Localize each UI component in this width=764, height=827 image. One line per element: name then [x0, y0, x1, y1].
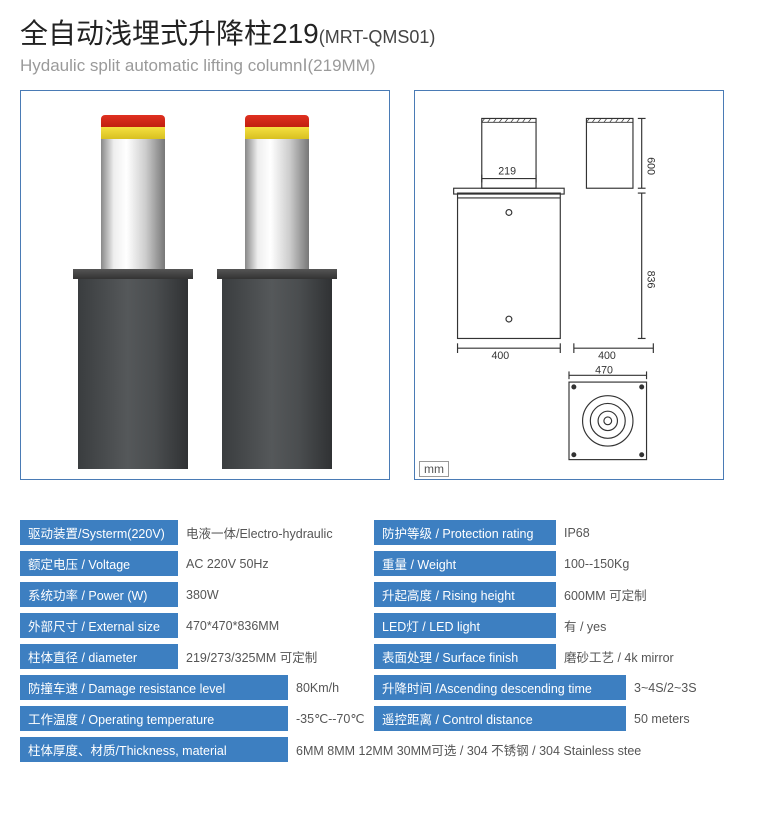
spec-label: 防撞车速 / Damage resistance level	[20, 675, 288, 700]
spec-value: 470*470*836MM	[178, 613, 368, 638]
spec-row: 外部尺寸 / External size470*470*836MMLED灯 / …	[20, 613, 744, 638]
spec-label: 遥控距离 / Control distance	[374, 706, 626, 731]
spec-cell: 柱体直径 / diameter219/273/325MM 可定制	[20, 644, 368, 669]
subtitle: Hydaulic split automatic lifting columnⅠ…	[20, 56, 744, 76]
spec-cell: 外部尺寸 / External size470*470*836MM	[20, 613, 368, 638]
spec-value: AC 220V 50Hz	[178, 551, 368, 576]
spec-cell: 防护等级 / Protection ratingIP68	[374, 520, 726, 545]
spec-value: -35℃--70℃	[288, 706, 368, 731]
spec-row: 工作温度 / Operating temperature-35℃--70℃遥控距…	[20, 706, 744, 731]
spec-value: 电液一体/Electro-hydraulic	[178, 520, 368, 545]
dim-600: 600	[645, 157, 657, 175]
spec-value: 磨砂工艺 / 4k mirror	[556, 644, 726, 669]
spec-label: 重量 / Weight	[374, 551, 556, 576]
spec-cell: 驱动装置/Systerm(220V)电液一体/Electro-hydraulic	[20, 520, 368, 545]
spec-label: 工作温度 / Operating temperature	[20, 706, 288, 731]
spec-row: 系统功率 / Power (W)380W升起高度 / Rising height…	[20, 582, 744, 607]
spec-label: 额定电压 / Voltage	[20, 551, 178, 576]
dim-400-right: 400	[598, 350, 616, 362]
spec-cell: 额定电压 / VoltageAC 220V 50Hz	[20, 551, 368, 576]
spec-row: 柱体厚度、材质/Thickness, material6MM 8MM 12MM …	[20, 737, 744, 762]
bollard-left	[73, 115, 193, 469]
spec-value: 219/273/325MM 可定制	[178, 644, 368, 669]
spec-label: 升降时间 /Ascending descending time	[374, 675, 626, 700]
bollard-render-pair	[73, 115, 337, 479]
spec-cell: 防撞车速 / Damage resistance level80Km/h	[20, 675, 368, 700]
spec-value: 380W	[178, 582, 368, 607]
images-row: 219 400 400 600 836 470 mm	[20, 90, 744, 480]
spec-table: 驱动装置/Systerm(220V)电液一体/Electro-hydraulic…	[20, 520, 744, 762]
spec-cell: LED灯 / LED light有 / yes	[374, 613, 726, 638]
title-block: 全自动浅埋式升降柱219(MRT-QMS01)	[20, 12, 744, 52]
spec-row: 额定电压 / VoltageAC 220V 50Hz重量 / Weight100…	[20, 551, 744, 576]
title-code: (MRT-QMS01)	[319, 27, 436, 47]
bollard-right	[217, 115, 337, 469]
spec-value: 50 meters	[626, 706, 726, 731]
spec-label: 驱动装置/Systerm(220V)	[20, 520, 178, 545]
spec-cell: 柱体厚度、材质/Thickness, material6MM 8MM 12MM …	[20, 737, 649, 762]
dim-470: 470	[595, 364, 613, 376]
spec-value: 600MM 可定制	[556, 582, 726, 607]
title-main: 全自动浅埋式升降柱219	[20, 18, 319, 49]
spec-cell: 重量 / Weight100--150Kg	[374, 551, 726, 576]
spec-label: 柱体直径 / diameter	[20, 644, 178, 669]
spec-label: 升起高度 / Rising height	[374, 582, 556, 607]
dim-400-left: 400	[491, 350, 509, 362]
spec-label: 外部尺寸 / External size	[20, 613, 178, 638]
spec-label: 系统功率 / Power (W)	[20, 582, 178, 607]
spec-row: 驱动装置/Systerm(220V)电液一体/Electro-hydraulic…	[20, 520, 744, 545]
spec-value: 3~4S/2~3S	[626, 675, 726, 700]
spec-value: 80Km/h	[288, 675, 368, 700]
spec-cell: 工作温度 / Operating temperature-35℃--70℃	[20, 706, 368, 731]
spec-cell: 表面处理 / Surface finish磨砂工艺 / 4k mirror	[374, 644, 726, 669]
dim-836: 836	[645, 271, 657, 289]
dim-219: 219	[498, 166, 516, 178]
product-photo-box	[20, 90, 390, 480]
dimension-diagram-box: 219 400 400 600 836 470 mm	[414, 90, 724, 480]
spec-label: 柱体厚度、材质/Thickness, material	[20, 737, 288, 762]
spec-label: 表面处理 / Surface finish	[374, 644, 556, 669]
spec-value: 6MM 8MM 12MM 30MM可选 / 304 不锈钢 / 304 Stai…	[288, 737, 649, 762]
spec-value: 有 / yes	[556, 613, 726, 638]
spec-cell: 遥控距离 / Control distance50 meters	[374, 706, 726, 731]
spec-cell: 系统功率 / Power (W)380W	[20, 582, 368, 607]
spec-value: 100--150Kg	[556, 551, 726, 576]
spec-label: 防护等级 / Protection rating	[374, 520, 556, 545]
spec-value: IP68	[556, 520, 726, 545]
spec-row: 防撞车速 / Damage resistance level80Km/h升降时间…	[20, 675, 744, 700]
spec-cell: 升降时间 /Ascending descending time3~4S/2~3S	[374, 675, 726, 700]
unit-label: mm	[419, 461, 449, 477]
spec-cell: 升起高度 / Rising height600MM 可定制	[374, 582, 726, 607]
spec-row: 柱体直径 / diameter219/273/325MM 可定制表面处理 / S…	[20, 644, 744, 669]
dimension-diagram: 219 400 400 600 836 470	[415, 101, 723, 479]
spec-label: LED灯 / LED light	[374, 613, 556, 638]
